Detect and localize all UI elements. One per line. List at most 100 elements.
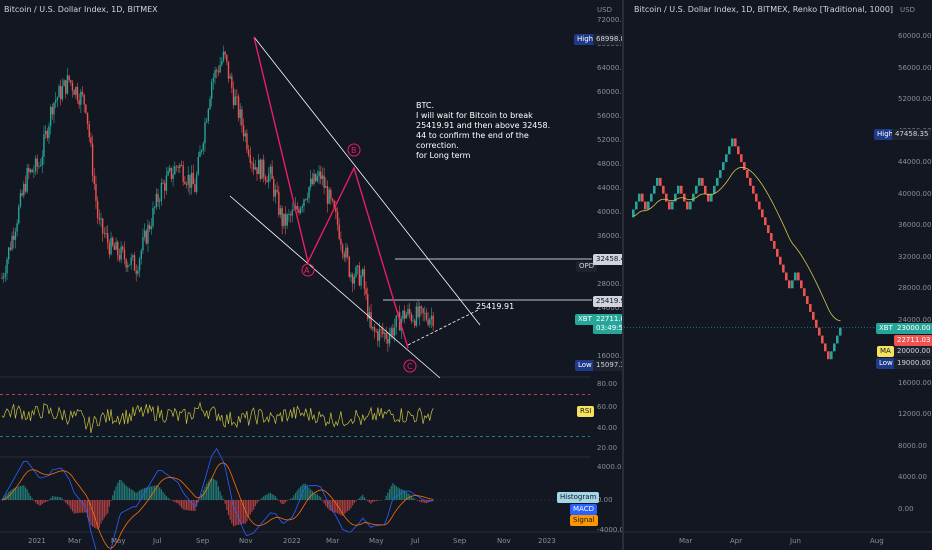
candle-body <box>422 308 424 314</box>
renko-price-tick: 8000.00 <box>898 441 927 450</box>
candle-body <box>189 174 191 188</box>
candle-body <box>368 312 371 319</box>
candle-body <box>115 241 117 250</box>
price-tick: 64000.00 <box>597 64 622 72</box>
candle-body <box>227 61 230 79</box>
histogram-bar <box>194 500 196 512</box>
candle-body <box>167 170 169 176</box>
candle-body <box>13 235 15 240</box>
histogram-bar <box>128 488 131 500</box>
renko-brick <box>734 138 737 147</box>
candle-body <box>261 159 263 179</box>
renko-brick <box>689 201 692 210</box>
renko-brick <box>782 264 785 273</box>
renko-chart-pane[interactable]: Bitcoin / U.S. Dollar Index, 1D, BITMEX,… <box>624 0 932 550</box>
candle-body <box>112 237 114 246</box>
candle-body <box>123 249 126 260</box>
wave-label-b: B <box>351 146 357 155</box>
candle-body <box>28 167 30 173</box>
candle-body <box>160 182 163 202</box>
candle-body <box>96 200 99 218</box>
renko-brick <box>797 272 800 281</box>
histogram-bar <box>414 498 416 500</box>
renko-canvas[interactable] <box>624 0 932 550</box>
histogram-bar <box>273 495 275 500</box>
price-tick: 48000.00 <box>597 160 622 168</box>
wave-c-marker <box>403 359 417 373</box>
histogram-bar <box>412 497 414 500</box>
candle-body <box>113 245 116 250</box>
histogram-bar <box>130 489 132 500</box>
candle-body <box>321 175 324 180</box>
low-value: 15097.30 <box>593 360 622 371</box>
candle-body <box>289 214 292 216</box>
renko-brick <box>776 248 779 257</box>
candle-body <box>412 320 414 322</box>
rsi-label: RSI <box>577 406 595 417</box>
candle-body <box>71 82 74 91</box>
histogram-bar <box>353 500 355 504</box>
candle-body <box>355 266 357 278</box>
candle-body <box>164 183 166 191</box>
renko-brick <box>656 177 659 186</box>
histogram-bar <box>201 494 203 500</box>
candle-body <box>336 211 339 225</box>
price-chart-canvas[interactable] <box>0 0 622 550</box>
candle-body <box>333 200 335 209</box>
abc-wave-path <box>253 36 409 349</box>
candle-body <box>273 178 275 197</box>
candle-body <box>392 328 394 336</box>
histogram-bar <box>110 500 112 501</box>
candle-body <box>284 213 287 226</box>
candle-body <box>2 276 5 279</box>
histogram-bar <box>36 500 38 504</box>
renko-price-tick: 44000.00 <box>898 158 932 167</box>
histogram-bar <box>76 500 79 514</box>
candle-body <box>26 167 28 192</box>
candle-body <box>247 149 250 156</box>
histogram-bar <box>251 500 253 512</box>
candle-body <box>291 209 293 216</box>
histogram-bar <box>347 500 349 512</box>
candle-body <box>53 102 55 115</box>
candle-body <box>363 269 366 289</box>
histogram-bar <box>179 500 181 506</box>
renko-brick <box>728 146 731 155</box>
candle-body <box>29 169 32 173</box>
candle-body <box>361 269 364 276</box>
histogram-bar <box>11 489 13 500</box>
candle-body <box>415 306 418 326</box>
main-chart-pane[interactable]: Bitcoin / U.S. Dollar Index, 1D, BITMEX … <box>0 0 622 550</box>
candle-body <box>65 80 67 94</box>
candle-body <box>286 214 288 226</box>
renko-brick <box>803 288 806 297</box>
macd-tick-4000: 4000.00 <box>597 463 622 471</box>
candle-body <box>244 133 246 137</box>
histogram-bar <box>239 500 241 525</box>
candle-body <box>118 255 121 260</box>
candle-body <box>91 143 94 176</box>
histogram-bar <box>34 500 37 503</box>
histogram-bar <box>395 486 397 500</box>
candle-body <box>318 171 320 177</box>
histogram-bar <box>316 494 319 500</box>
histogram-bar <box>63 500 65 501</box>
candle-body <box>343 253 345 258</box>
pane-divider[interactable] <box>622 0 624 550</box>
renko-brick <box>677 185 680 194</box>
candle-body <box>217 71 220 73</box>
currency-label: USD <box>597 6 612 14</box>
histogram-bar <box>108 500 110 507</box>
candle-body <box>1 278 3 279</box>
histogram-bar <box>71 500 74 512</box>
histogram-bar <box>236 500 238 526</box>
candle-body <box>304 199 307 201</box>
histogram-bar <box>157 485 159 500</box>
histogram-bar <box>55 496 57 500</box>
histogram-bar <box>402 489 404 500</box>
histogram-bar <box>41 500 43 505</box>
renko-high-value: 47458.35 <box>892 129 932 140</box>
histogram-bar <box>102 500 104 521</box>
candle-body <box>271 166 273 179</box>
renko-brick <box>824 343 827 352</box>
